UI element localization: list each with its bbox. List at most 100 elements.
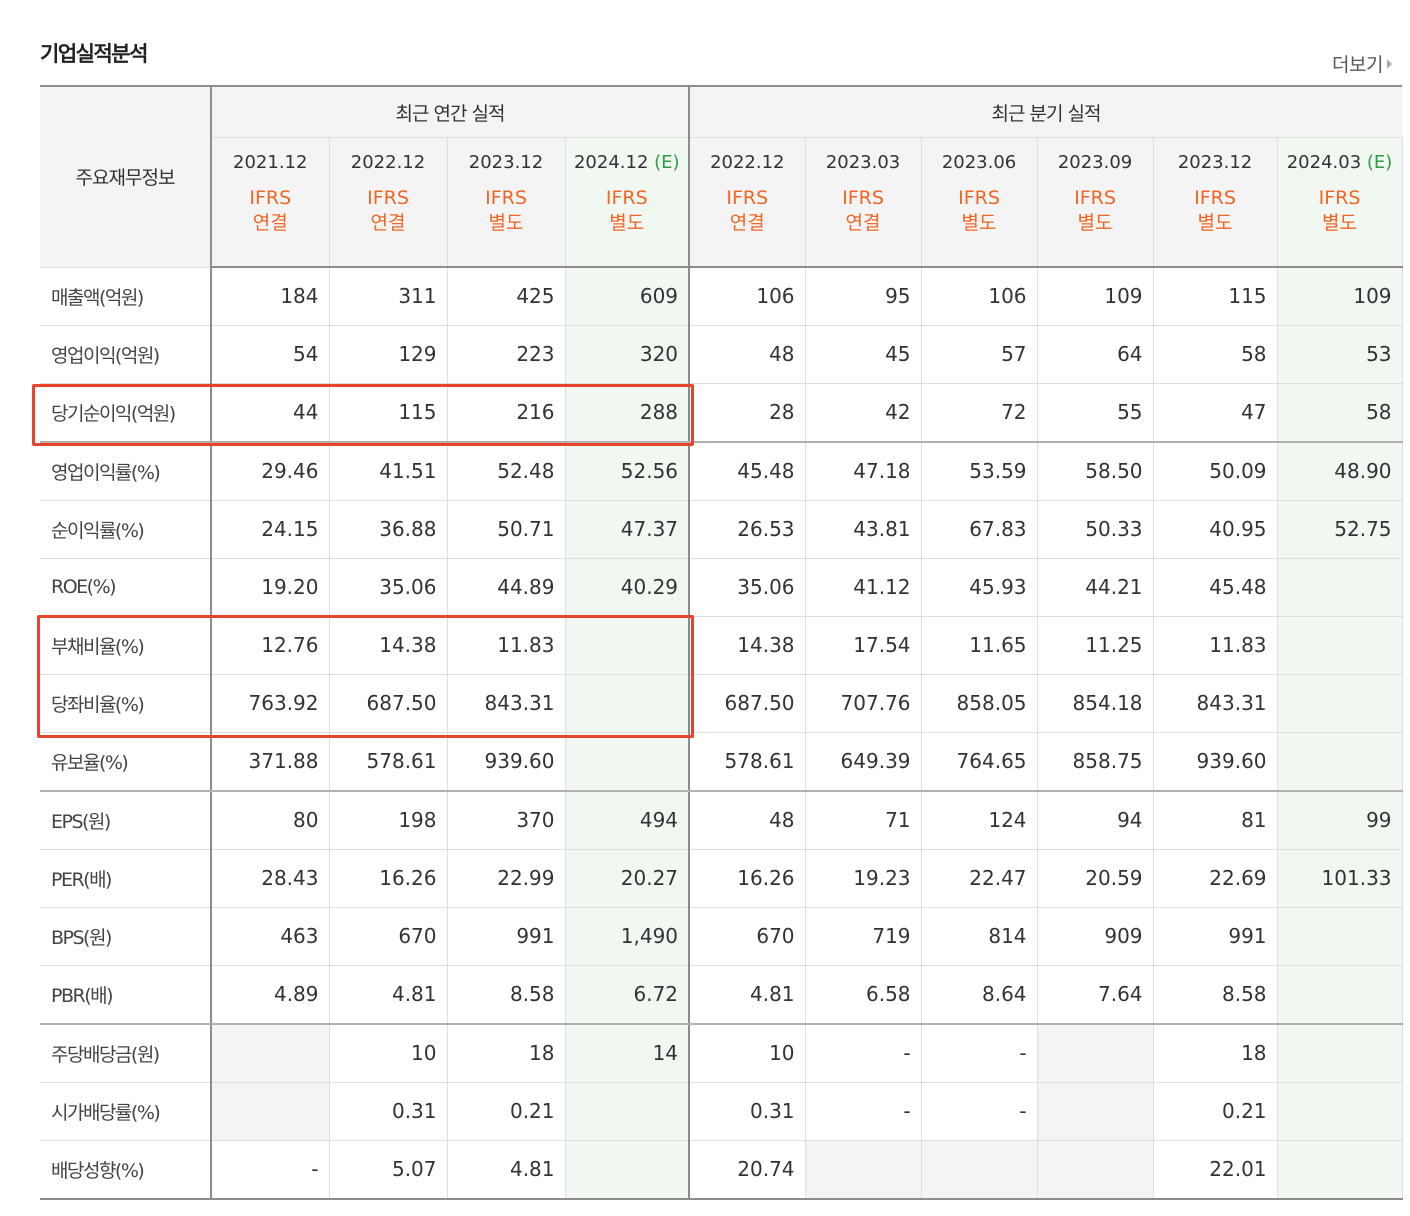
value-cell: 578.61 (329, 732, 448, 792)
table-row: EPS(원) 80 198 370 494 48 71 124 94 81 99 (40, 790, 1403, 850)
value-cell: 45.48 (1153, 558, 1278, 617)
value-cell: 24.15 (211, 500, 330, 559)
value-cell: 649.39 (805, 732, 922, 792)
consolidation-type: 별도 (961, 212, 997, 234)
row-label: EPS(원) (40, 790, 212, 850)
value-cell: 72 (921, 383, 1038, 443)
accounting-standard: IFRS (1318, 187, 1361, 209)
value-cell: 10 (329, 1023, 448, 1083)
value-cell: 12.76 (211, 616, 330, 675)
value-cell: 0.31 (329, 1082, 448, 1141)
consolidation-type: 별도 (1322, 212, 1358, 234)
value-cell: 19.20 (211, 558, 330, 617)
value-cell: 52.48 (447, 441, 566, 501)
value-cell: 47 (1153, 383, 1278, 443)
value-cell: 45.48 (689, 441, 806, 501)
value-cell: 216 (447, 383, 566, 443)
accounting-standard: IFRS (1194, 187, 1236, 209)
more-link[interactable]: 더보기 (1332, 50, 1392, 77)
value-cell: 719 (805, 907, 922, 966)
value-cell: 47.18 (805, 441, 922, 501)
value-cell: 26.53 (689, 500, 806, 559)
value-cell: 1,490 (565, 907, 691, 966)
value-cell: - (805, 1082, 922, 1141)
value-cell: 8.58 (447, 965, 566, 1025)
table-row: 매출액(억원) 184 311 425 609 106 95 106 109 115 109 (40, 267, 1403, 326)
accounting-standard: IFRS (726, 187, 769, 209)
value-cell: - (805, 1023, 922, 1083)
value-cell: 494 (565, 790, 691, 850)
value-cell: 707.76 (805, 674, 922, 733)
value-cell (1277, 558, 1403, 617)
value-cell: 463 (211, 907, 330, 966)
value-cell: 223 (447, 325, 566, 384)
value-cell: 5.07 (329, 1140, 448, 1199)
value-cell: 129 (329, 325, 448, 384)
consolidation-type: 별도 (1197, 212, 1233, 234)
accounting-type-header: IFRS 연결 (805, 186, 922, 268)
value-cell: 7.64 (1037, 965, 1154, 1025)
value-cell: 35.06 (689, 558, 806, 617)
value-cell (565, 732, 691, 792)
value-cell: 371.88 (211, 732, 330, 792)
value-cell: - (921, 1082, 1038, 1141)
table-row: 유보율(%) 371.88 578.61 939.60 578.61 649.39 764.… (40, 732, 1403, 792)
accounting-type-header: IFRS 별도 (1037, 186, 1154, 268)
value-cell: 858.05 (921, 674, 1038, 733)
value-cell: 45.93 (921, 558, 1038, 617)
value-cell: 320 (565, 325, 691, 384)
period-header: 2023.12 (1153, 137, 1278, 186)
value-cell (1277, 1023, 1403, 1083)
value-cell: 14.38 (689, 616, 806, 675)
period-label: 2024.03 (1286, 151, 1362, 173)
value-cell (1277, 732, 1403, 792)
period-label: 2023.12 (468, 151, 544, 173)
value-cell: 764.65 (921, 732, 1038, 792)
row-label: 주당배당금(원) (40, 1023, 212, 1083)
value-cell (805, 1140, 922, 1199)
period-header: 2024.12 (E) (565, 137, 691, 186)
value-cell (211, 1082, 330, 1141)
value-cell: 106 (689, 267, 806, 326)
table-row: 순이익률(%) 24.15 36.88 50.71 47.37 26.53 43.81 67.… (40, 500, 1403, 559)
value-cell: 36.88 (329, 500, 448, 559)
value-cell: 578.61 (689, 732, 806, 792)
value-cell: 6.58 (805, 965, 922, 1025)
value-cell: 311 (329, 267, 448, 326)
value-cell: 854.18 (1037, 674, 1154, 733)
table-row: 배당성향(%) -5.07 4.81 20.74 22.01 (40, 1140, 1403, 1199)
accounting-type-header: IFRS 연결 (211, 186, 330, 268)
value-cell: 52.75 (1277, 500, 1403, 559)
value-cell: 939.60 (447, 732, 566, 792)
value-cell: 50.71 (447, 500, 566, 559)
value-cell: 50.09 (1153, 441, 1278, 501)
value-cell: 20.59 (1037, 849, 1154, 908)
value-cell: 0.31 (689, 1082, 806, 1141)
row-label: 순이익률(%) (40, 500, 212, 559)
value-cell: 991 (447, 907, 566, 966)
page-title: 기업실적분석 (40, 42, 148, 66)
period-header: 2023.09 (1037, 137, 1154, 186)
period-label: 2023.06 (941, 151, 1017, 173)
value-cell: 42 (805, 383, 922, 443)
accounting-type-header: IFRS 별도 (1277, 186, 1403, 268)
value-cell: 16.26 (329, 849, 448, 908)
value-cell: 58 (1153, 325, 1278, 384)
value-cell: 50.33 (1037, 500, 1154, 559)
value-cell: 44 (211, 383, 330, 443)
value-cell: 687.50 (329, 674, 448, 733)
value-cell: 48.90 (1277, 441, 1403, 501)
value-cell: 4.89 (211, 965, 330, 1025)
estimate-mark: (E) (1366, 151, 1393, 173)
value-cell: 11.83 (447, 616, 566, 675)
table-row: 영업이익(억원) 54 129 223 320 48 45 57 64 58 53 (40, 325, 1403, 384)
value-cell: 81 (1153, 790, 1278, 850)
value-cell: 14 (565, 1023, 691, 1083)
value-cell (1037, 1023, 1154, 1083)
value-cell (921, 1140, 1038, 1199)
row-label-header: 주요재무정보 (40, 86, 212, 268)
row-label: 당좌비율(%) (40, 674, 212, 733)
accounting-type-header: IFRS 별도 (921, 186, 1038, 268)
value-cell: 35.06 (329, 558, 448, 617)
value-cell: 909 (1037, 907, 1154, 966)
